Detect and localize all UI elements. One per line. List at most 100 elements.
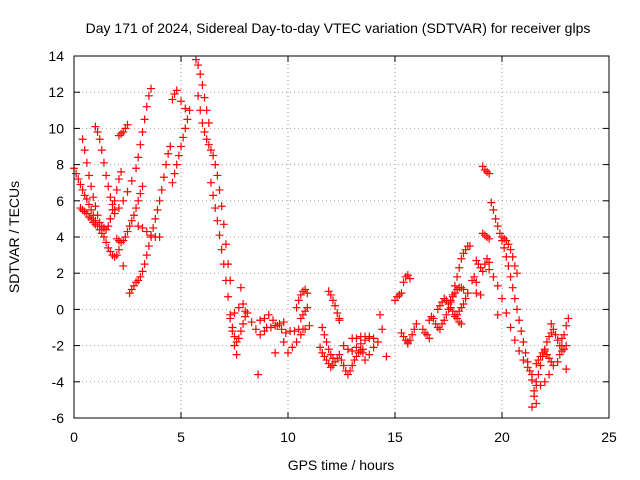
data-point — [147, 84, 156, 93]
data-point — [236, 283, 245, 292]
data-point — [140, 260, 149, 269]
data-point — [545, 370, 554, 379]
data-point — [521, 348, 530, 357]
data-point — [470, 272, 479, 281]
y-tick-label: 2 — [56, 265, 64, 281]
data-point — [343, 345, 352, 354]
data-point — [121, 233, 130, 241]
data-point — [322, 337, 331, 346]
data-point — [134, 196, 143, 205]
data-point — [142, 251, 151, 260]
data-point — [164, 149, 173, 158]
data-point — [78, 185, 87, 194]
data-point — [219, 220, 228, 229]
data-point — [493, 310, 502, 319]
data-point — [162, 160, 171, 169]
data-point — [256, 330, 265, 339]
data-point — [324, 345, 333, 354]
data-point — [132, 204, 141, 213]
data-point — [510, 294, 519, 303]
data-point — [356, 339, 365, 348]
data-point — [506, 323, 515, 332]
data-point — [298, 325, 307, 334]
data-point — [547, 319, 556, 328]
x-axis-label: GPS time / hours — [288, 457, 395, 473]
series-track-z — [335, 345, 367, 379]
data-point — [241, 307, 250, 316]
data-point — [405, 274, 414, 283]
data-point — [376, 310, 385, 319]
data-point — [455, 263, 464, 272]
data-point — [230, 332, 239, 341]
data-point — [429, 314, 438, 323]
data-point — [457, 319, 466, 328]
data-point — [123, 187, 132, 196]
data-point — [397, 289, 406, 298]
data-point — [239, 299, 248, 308]
data-point — [290, 327, 299, 336]
data-point — [84, 171, 93, 180]
series-isolated — [119, 261, 571, 379]
data-point — [114, 175, 123, 184]
data-point — [254, 370, 263, 379]
data-point — [132, 164, 141, 173]
data-point — [251, 325, 260, 334]
data-point — [333, 309, 342, 318]
data-point — [369, 334, 378, 343]
data-point — [108, 200, 117, 209]
series-track-ab — [348, 332, 378, 343]
data-point — [198, 118, 207, 127]
data-point — [530, 392, 539, 401]
data-point — [134, 222, 143, 231]
data-point — [228, 323, 237, 332]
data-point — [485, 234, 494, 243]
data-point — [209, 151, 218, 160]
data-point — [221, 276, 230, 285]
axis-ticks: 0 5 10 15 20 25 -6 -4 -2 0 2 4 6 8 10 12 14 — [48, 48, 617, 445]
data-point — [564, 314, 573, 323]
data-point — [348, 361, 357, 370]
data-point — [271, 348, 280, 357]
data-point — [127, 216, 136, 225]
data-point — [266, 323, 275, 332]
data-point — [549, 325, 558, 334]
data-point — [129, 211, 138, 220]
series-track-j — [168, 106, 194, 187]
data-point — [335, 314, 344, 323]
data-point — [489, 205, 498, 214]
chart-title: Day 171 of 2024, Sidereal Day-to-day VTE… — [86, 20, 591, 36]
data-point — [553, 357, 562, 366]
data-point — [211, 160, 220, 169]
data-point — [91, 202, 100, 211]
data-point — [179, 133, 188, 142]
data-point — [320, 330, 329, 339]
data-point — [140, 115, 149, 124]
data-point — [510, 261, 519, 270]
data-point — [472, 278, 481, 287]
series-track-ah — [418, 325, 434, 343]
series-track-t — [286, 325, 307, 336]
data-point — [155, 196, 164, 205]
data-point — [84, 200, 93, 209]
data-point — [412, 319, 421, 328]
x-tick-label: 0 — [70, 429, 78, 445]
data-point — [328, 296, 337, 305]
data-point — [202, 135, 211, 144]
data-point — [442, 310, 451, 319]
data-point — [106, 193, 115, 202]
data-point — [294, 296, 303, 305]
data-point — [172, 160, 181, 169]
data-point — [168, 178, 177, 187]
data-point — [80, 146, 89, 155]
data-point — [110, 209, 119, 218]
data-point — [277, 325, 286, 334]
data-point — [339, 361, 348, 370]
data-point — [519, 337, 528, 346]
data-point — [498, 294, 506, 303]
data-point — [91, 122, 100, 131]
data-point — [144, 242, 153, 251]
y-tick-label: -6 — [52, 410, 65, 426]
data-point — [553, 336, 562, 345]
data-point — [134, 153, 143, 162]
data-point — [183, 115, 192, 124]
